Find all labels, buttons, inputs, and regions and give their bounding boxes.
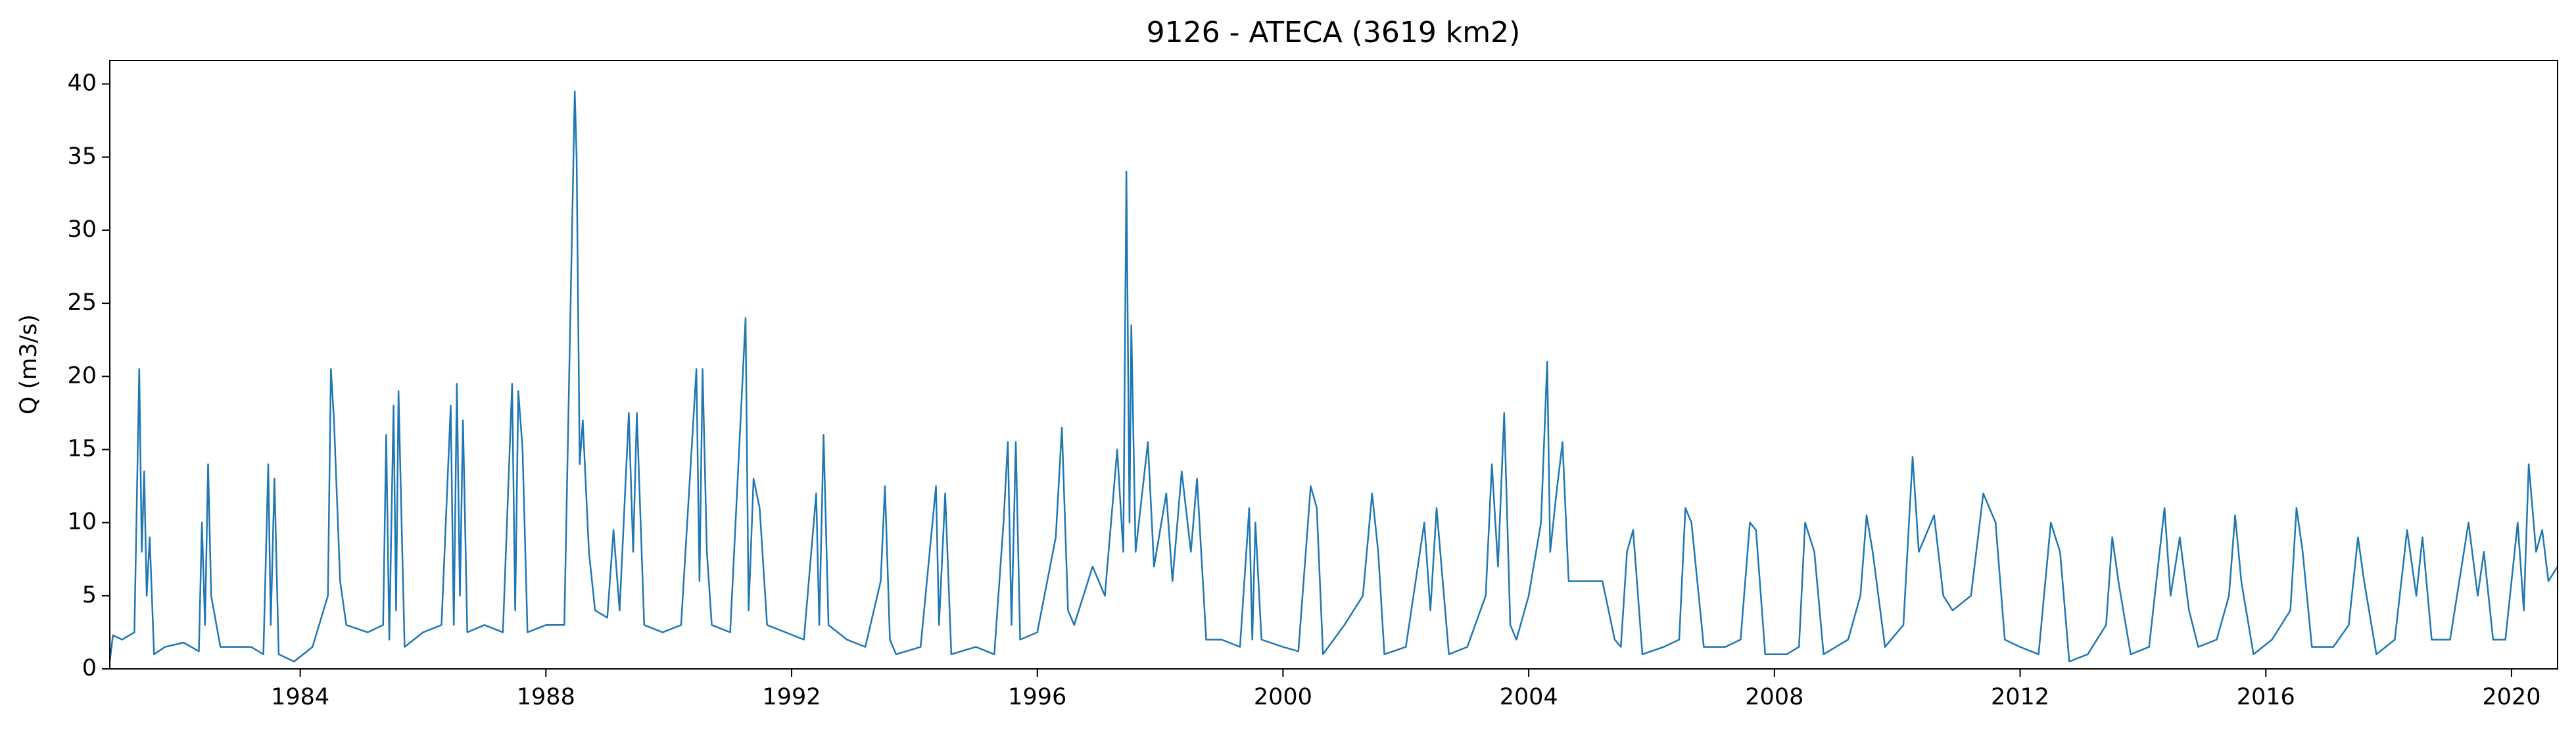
x-tick-label: 2008 <box>1745 684 1803 710</box>
x-tick-label: 1996 <box>1008 684 1066 710</box>
y-tick-label: 30 <box>67 216 97 243</box>
y-tick-label: 15 <box>67 435 97 462</box>
y-tick-label: 20 <box>67 362 97 389</box>
x-tick-label: 1992 <box>762 684 821 710</box>
x-tick-label: 1984 <box>271 684 329 710</box>
x-tick-label: 2020 <box>2482 684 2540 710</box>
y-tick-label: 25 <box>67 289 97 316</box>
y-tick-label: 5 <box>82 582 97 608</box>
x-tick-label: 2004 <box>1500 684 1558 710</box>
x-tick-label: 2000 <box>1254 684 1312 710</box>
plot-frame <box>109 60 2558 670</box>
data-line <box>108 90 2559 663</box>
x-tick-label: 2012 <box>1991 684 2049 710</box>
y-axis-label: Q (m3/s) <box>16 314 42 414</box>
y-tick-label: 35 <box>67 143 97 170</box>
x-tick-label: 2016 <box>2237 684 2295 710</box>
y-tick-label: 10 <box>67 509 97 535</box>
y-tick-label: 0 <box>82 655 97 681</box>
chart-title: 9126 - ATECA (3619 km2) <box>1147 16 1521 49</box>
y-tick-label: 40 <box>67 70 97 97</box>
x-tick-label: 1988 <box>517 684 575 710</box>
